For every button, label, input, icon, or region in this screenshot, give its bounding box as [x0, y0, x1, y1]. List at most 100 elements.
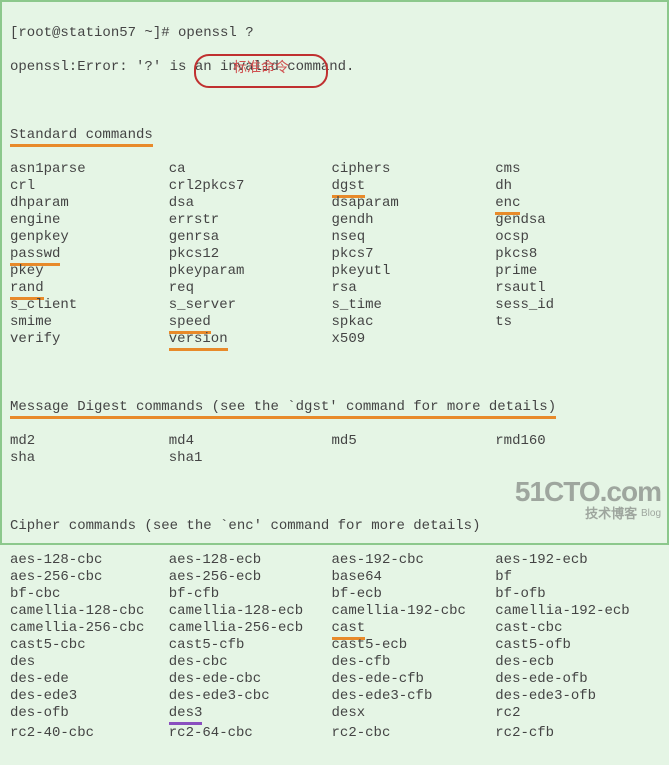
command-cell: camellia-256-cbc — [10, 620, 169, 637]
command-cell: camellia-256-ecb — [169, 620, 332, 637]
command-cell: des-ede-cfb — [332, 671, 496, 688]
command-cell: rc2-64-cbc — [169, 725, 332, 742]
command-cell: pkey — [10, 263, 169, 280]
command-cell: des-ede-cbc — [169, 671, 332, 688]
command-cell: version — [169, 331, 332, 348]
command-cell: dgst — [332, 178, 496, 195]
command-cell: rc2-cfb — [495, 725, 659, 742]
command-cell: sess_id — [495, 297, 659, 314]
command-cell: cast5-ecb — [332, 637, 496, 654]
command-cell: des-ede3-cfb — [332, 688, 496, 705]
command-cell: genpkey — [10, 229, 169, 246]
command-cell: cast-cbc — [495, 620, 659, 637]
command-cell: dh — [495, 178, 659, 195]
command-cell: bf-ofb — [495, 586, 659, 603]
command-cell: dsaparam — [332, 195, 496, 212]
command-cell: rc2-cbc — [332, 725, 496, 742]
command-cell: camellia-128-ecb — [169, 603, 332, 620]
command-cell: des-cfb — [332, 654, 496, 671]
command-cell: cast5-ofb — [495, 637, 659, 654]
command-cell: spkac — [332, 314, 496, 331]
watermark: 51CTO.com 技术博客 Blog — [515, 478, 661, 521]
command-cell: speed — [169, 314, 332, 331]
command-cell: rsa — [332, 280, 496, 297]
command-cell: nseq — [332, 229, 496, 246]
command-cell: x509 — [332, 331, 496, 348]
command-cell: des-ofb — [10, 705, 169, 725]
command-cell: ca — [169, 161, 332, 178]
command-cell: des-ede3-cbc — [169, 688, 332, 705]
command-cell: dsa — [169, 195, 332, 212]
command-cell: des — [10, 654, 169, 671]
command-cell: errstr — [169, 212, 332, 229]
command-cell: passwd — [10, 246, 169, 263]
command-cell: bf-ecb — [332, 586, 496, 603]
command-cell: md2 — [10, 433, 169, 450]
command-cell: aes-256-cbc — [10, 569, 169, 586]
blank — [10, 93, 659, 110]
command-cell: prime — [495, 263, 659, 280]
command-cell — [495, 450, 659, 467]
command-cell: s_server — [169, 297, 332, 314]
command-cell: md4 — [169, 433, 332, 450]
command-cell: smime — [10, 314, 169, 331]
command-cell: sha1 — [169, 450, 332, 467]
command-cell: aes-256-ecb — [169, 569, 332, 586]
cipher-commands: aes-128-cbcaes-128-ecbaes-192-cbcaes-192… — [10, 552, 659, 742]
blank — [10, 365, 659, 382]
command-cell: ciphers — [332, 161, 496, 178]
command-cell: aes-192-ecb — [495, 552, 659, 569]
command-cell: base64 — [332, 569, 496, 586]
command-cell: aes-192-cbc — [332, 552, 496, 569]
command-cell: camellia-192-ecb — [495, 603, 659, 620]
command-cell: crl2pkcs7 — [169, 178, 332, 195]
command-cell: rc2-40-cbc — [10, 725, 169, 742]
command-cell: desx — [332, 705, 496, 725]
digest-commands: md2md4md5rmd160 shasha1 — [10, 433, 659, 467]
watermark-sub: 技术博客 — [585, 506, 637, 521]
command-cell: pkcs12 — [169, 246, 332, 263]
command-cell: pkcs7 — [332, 246, 496, 263]
error-line: openssl:Error: '?' is an invalid command… — [10, 59, 659, 76]
command-cell: rmd160 — [495, 433, 659, 450]
command-cell: camellia-192-cbc — [332, 603, 496, 620]
command-cell: ocsp — [495, 229, 659, 246]
highlighted-command: version — [169, 331, 228, 351]
command-cell: ts — [495, 314, 659, 331]
prompt-line: [root@station57 ~]# openssl ? — [10, 25, 659, 42]
command-cell: bf-cbc — [10, 586, 169, 603]
watermark-blog: Blog — [641, 508, 661, 519]
command-cell: bf — [495, 569, 659, 586]
command-cell: gendh — [332, 212, 496, 229]
command-cell: cast — [332, 620, 496, 637]
standard-header: Standard commands — [10, 127, 153, 147]
command-cell: sha — [10, 450, 169, 467]
command-cell — [332, 450, 496, 467]
command-cell: des-ecb — [495, 654, 659, 671]
command-cell: verify — [10, 331, 169, 348]
command-cell: des-ede — [10, 671, 169, 688]
command-cell: gendsa — [495, 212, 659, 229]
annotation-bubble: 标准命令 — [194, 54, 328, 88]
command-cell: pkeyparam — [169, 263, 332, 280]
command-cell: enc — [495, 195, 659, 212]
command-cell: rc2 — [495, 705, 659, 725]
command-cell: s_client — [10, 297, 169, 314]
standard-commands: asn1parsecacipherscmscrlcrl2pkcs7dgstdhd… — [10, 161, 659, 348]
command-cell: cast5-cbc — [10, 637, 169, 654]
command-cell: des3 — [169, 705, 332, 725]
watermark-site: 51CTO.com — [515, 478, 661, 506]
command-cell: pkcs8 — [495, 246, 659, 263]
command-cell: camellia-128-cbc — [10, 603, 169, 620]
command-cell: des-ede3-ofb — [495, 688, 659, 705]
command-cell: engine — [10, 212, 169, 229]
highlighted-command: des3 — [169, 705, 203, 725]
command-cell: aes-128-ecb — [169, 552, 332, 569]
command-cell: req — [169, 280, 332, 297]
command-cell: md5 — [332, 433, 496, 450]
command-cell: dhparam — [10, 195, 169, 212]
command-cell: cast5-cfb — [169, 637, 332, 654]
command-cell: bf-cfb — [169, 586, 332, 603]
command-cell: pkeyutl — [332, 263, 496, 280]
command-cell: rand — [10, 280, 169, 297]
